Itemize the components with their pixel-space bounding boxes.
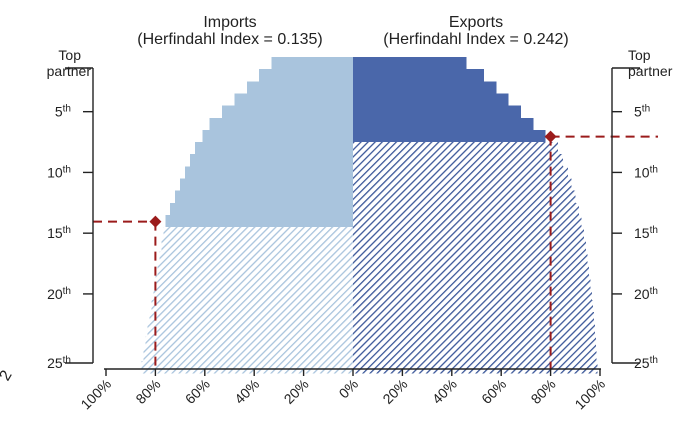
x-tick-label-4: 20% — [281, 376, 312, 407]
exports-bar-rank-15 — [353, 227, 584, 240]
imports-bar-rank-8 — [194, 142, 353, 155]
imports-marker — [149, 215, 162, 228]
imports-bar-rank-22 — [149, 312, 353, 325]
imports-bar-rank-10 — [185, 166, 353, 180]
exports-bar-rank-20 — [353, 287, 592, 301]
x-tick-label-7: 40% — [429, 376, 460, 407]
exports-bar-rank-4 — [353, 93, 509, 107]
left-y-label-10: 10th — [47, 164, 71, 180]
area-layer — [141, 57, 598, 374]
x-tick-label-8: 60% — [478, 376, 509, 407]
exports-bar-rank-17 — [353, 251, 588, 265]
imports-bar-rank-13 — [170, 202, 353, 216]
reference-lines — [93, 130, 658, 369]
imports-bar-rank-25 — [143, 348, 353, 362]
imports-bar-rank-17 — [159, 251, 353, 265]
x-tick-label-10: 100% — [571, 376, 608, 413]
imports-bar-rank-21 — [151, 300, 353, 313]
left-y-label-25: 25th — [47, 355, 71, 371]
imports-bar-rank-20 — [153, 287, 353, 301]
right-y-label-10: 10th — [634, 164, 658, 180]
imports-bar-rank-12 — [175, 190, 353, 204]
right-y-label-5: 5th — [634, 104, 650, 120]
x-tick-label-3: 40% — [231, 376, 262, 407]
imports-bar-rank-24 — [145, 336, 353, 350]
exports-bar-rank-2 — [353, 69, 484, 82]
exports-bar-rank-18 — [353, 263, 590, 277]
exports-bar-rank-3 — [353, 81, 497, 95]
imports-bar-rank-11 — [180, 178, 353, 192]
right-y-label-25: 25th — [634, 355, 658, 371]
imports-bar-rank-16 — [161, 239, 353, 252]
x-tick-label-5: 0% — [335, 376, 361, 402]
exports-bar-rank-13 — [353, 202, 579, 216]
exports-bar-rank-19 — [353, 275, 591, 289]
exports-bar-rank-12 — [353, 190, 576, 204]
axes: 100% 80% 60% 40% 20% 0% 20% 40% 60% 80% 100%Toppar… — [47, 47, 673, 412]
imports-bar-rank-14 — [165, 214, 353, 228]
exports-bar-rank-21 — [353, 300, 594, 313]
imports-bar-rank-4 — [234, 93, 353, 107]
x-tick-label-1: 80% — [132, 376, 163, 407]
left-y-label-15: 15th — [47, 225, 71, 241]
x-tick-label-0: 100% — [77, 376, 114, 413]
exports-marker — [544, 130, 557, 143]
imports-bar-rank-18 — [157, 263, 353, 277]
imports-bar-rank-9 — [189, 154, 353, 167]
x-tick-label-2: 60% — [182, 376, 213, 407]
imports-bar-rank-7 — [202, 129, 353, 143]
right-y-label-top: Top — [628, 47, 651, 63]
left-y-label-20: 20th — [47, 286, 71, 302]
exports-bar-rank-26 — [353, 360, 598, 374]
exports-bar-rank-7 — [353, 129, 546, 143]
exports-subtitle: (Herfindahl Index = 0.242) — [383, 31, 568, 48]
imports-bar-rank-5 — [222, 105, 353, 119]
right-y-label-partner: partner — [628, 63, 673, 79]
right-y-label-15: 15th — [634, 225, 658, 241]
exports-bar-rank-10 — [353, 166, 568, 180]
left-y-label-partner: partner — [47, 63, 92, 79]
imports-bar-rank-1 — [271, 57, 353, 70]
imports-bar-rank-3 — [246, 81, 353, 95]
left-y-label-top: Top — [58, 47, 81, 63]
imports-bar-rank-26 — [141, 360, 353, 374]
left-y-label-5: 5th — [55, 104, 71, 120]
imports-bar-rank-19 — [155, 275, 353, 289]
exports-bar-rank-23 — [353, 324, 596, 338]
x-tick-label-9: 80% — [528, 376, 559, 407]
edge-fragment: 2 — [0, 368, 16, 384]
x-tick-label-6: 20% — [379, 376, 410, 407]
exports-bar-rank-6 — [353, 117, 534, 131]
imports-bar-rank-2 — [259, 69, 353, 82]
exports-bar-rank-9 — [353, 154, 563, 167]
exports-bar-rank-16 — [353, 239, 586, 252]
exports-bar-rank-8 — [353, 142, 559, 155]
imports-bar-rank-23 — [147, 324, 353, 338]
exports-bar-rank-25 — [353, 348, 597, 362]
exports-bar-rank-24 — [353, 336, 596, 350]
imports-bar-rank-15 — [163, 227, 353, 240]
exports-bar-rank-22 — [353, 312, 595, 325]
exports-bar-rank-1 — [353, 57, 467, 70]
exports-bar-rank-11 — [353, 178, 572, 192]
exports-bar-rank-5 — [353, 105, 521, 119]
imports-subtitle: (Herfindahl Index = 0.135) — [137, 31, 322, 48]
imports-title: Imports — [203, 14, 256, 31]
exports-bar-rank-14 — [353, 214, 582, 228]
right-y-label-20: 20th — [634, 286, 658, 302]
imports-bar-rank-6 — [209, 117, 353, 131]
exports-title: Exports — [449, 14, 503, 31]
